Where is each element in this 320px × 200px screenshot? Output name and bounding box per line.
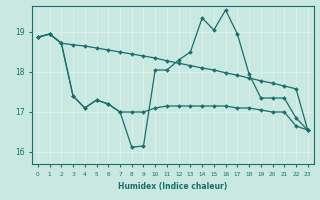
- X-axis label: Humidex (Indice chaleur): Humidex (Indice chaleur): [118, 182, 228, 191]
